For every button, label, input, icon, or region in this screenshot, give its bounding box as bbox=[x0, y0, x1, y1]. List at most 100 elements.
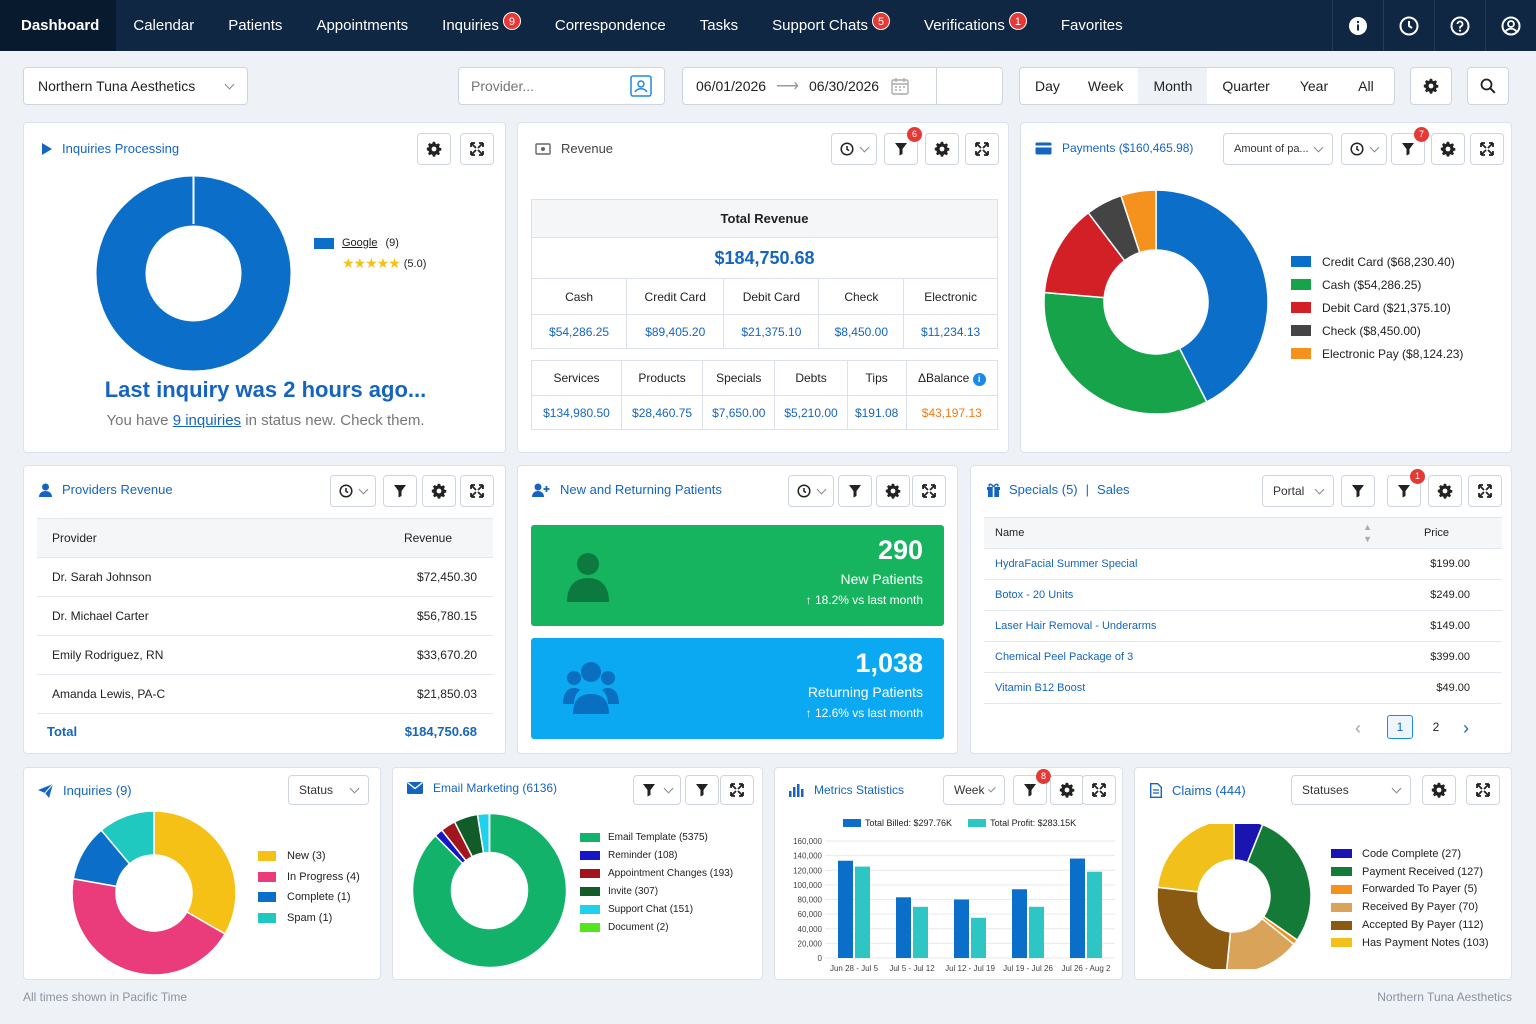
help-button[interactable] bbox=[1434, 0, 1485, 51]
provider-input[interactable] bbox=[471, 78, 621, 94]
bar-1-4[interactable] bbox=[1087, 871, 1102, 958]
specials-expand-button[interactable] bbox=[1468, 475, 1502, 507]
account-button[interactable] bbox=[1485, 0, 1536, 51]
legend-item[interactable]: Has Payment Notes (103) bbox=[1331, 934, 1489, 952]
email-filter-button[interactable] bbox=[685, 775, 719, 805]
special-name-link[interactable]: Laser Hair Removal - Underarms bbox=[984, 610, 1332, 642]
donut-slice-5[interactable] bbox=[1156, 824, 1235, 893]
bar-1-2[interactable] bbox=[971, 917, 986, 958]
legend-item[interactable]: Support Chat (151) bbox=[580, 900, 733, 918]
new-patients-tile[interactable]: 290 New Patients ↑ 18.2% vs last month bbox=[531, 525, 944, 626]
legend-item[interactable]: Received By Payer (70) bbox=[1331, 898, 1489, 916]
pagination-page-1[interactable]: 1 bbox=[1387, 715, 1413, 739]
method-value[interactable]: $8,450.00 bbox=[818, 314, 905, 349]
nav-item-inquiries[interactable]: Inquiries 9 bbox=[425, 0, 538, 51]
method-value[interactable]: $54,286.25 bbox=[530, 314, 628, 349]
providers-filter-button[interactable] bbox=[383, 475, 417, 507]
special-name-link[interactable]: Botox - 20 Units bbox=[984, 579, 1332, 611]
category-value[interactable]: $134,980.50 bbox=[531, 395, 622, 430]
table-row[interactable]: Dr. Michael Carter $56,780.15 bbox=[37, 596, 493, 636]
bar-0-4[interactable] bbox=[1070, 858, 1085, 958]
donut-slice-1[interactable] bbox=[71, 877, 227, 975]
claims-expand-button[interactable] bbox=[1466, 775, 1500, 805]
donut-slice-1[interactable] bbox=[1246, 824, 1312, 942]
nav-item-support-chats[interactable]: Support Chats 5 bbox=[755, 0, 907, 51]
specials-filter-button[interactable] bbox=[1341, 475, 1375, 507]
inquiries-processing-expand-button[interactable] bbox=[460, 133, 494, 165]
donut-slice-4[interactable] bbox=[1156, 886, 1232, 969]
sales-link[interactable]: Sales bbox=[1097, 482, 1130, 497]
payments-expand-button[interactable] bbox=[1470, 133, 1504, 165]
table-row[interactable]: Chemical Peel Package of 3 $399.00 bbox=[984, 641, 1502, 673]
payments-filter-button[interactable]: 7 bbox=[1391, 127, 1429, 165]
category-value[interactable]: $28,460.75 bbox=[620, 395, 704, 430]
table-row[interactable]: Emily Rodriguez, RN $33,670.20 bbox=[37, 635, 493, 675]
metrics-expand-button[interactable] bbox=[1082, 775, 1116, 805]
revenue-filter-button[interactable]: 6 bbox=[884, 127, 922, 165]
claims-settings-button[interactable] bbox=[1422, 775, 1456, 805]
claims-status-dropdown[interactable]: Statuses bbox=[1291, 775, 1411, 805]
nav-item-patients[interactable]: Patients bbox=[228, 17, 283, 34]
bar-1-1[interactable] bbox=[913, 906, 928, 958]
period-all[interactable]: All bbox=[1358, 78, 1374, 94]
legend-item[interactable]: Electronic Pay ($8,124.23) bbox=[1291, 342, 1463, 365]
legend-item[interactable]: Code Complete (27) bbox=[1331, 845, 1489, 863]
period-week[interactable]: Week bbox=[1087, 78, 1124, 94]
donut-slice-0[interactable] bbox=[1155, 189, 1268, 403]
nav-item-dashboard[interactable]: Dashboard bbox=[0, 0, 117, 51]
period-day[interactable]: Day bbox=[1035, 78, 1060, 94]
special-name-link[interactable]: HydraFacial Summer Special bbox=[984, 548, 1332, 580]
sort-icon[interactable]: ▲ ▼ bbox=[1332, 517, 1392, 549]
inquiries-processing-settings-button[interactable] bbox=[417, 133, 451, 165]
legend-item[interactable]: Email Template (5375) bbox=[580, 828, 733, 846]
history-button[interactable] bbox=[1383, 0, 1434, 51]
legend-item[interactable]: Debit Card ($21,375.10) bbox=[1291, 296, 1463, 319]
period-month[interactable]: Month bbox=[1138, 68, 1208, 104]
bar-0-2[interactable] bbox=[954, 899, 969, 959]
revenue-expand-button[interactable] bbox=[965, 133, 999, 165]
payments-settings-button[interactable] bbox=[1431, 133, 1465, 165]
specials-source-dropdown[interactable]: Portal bbox=[1262, 475, 1334, 507]
donut-slice-1[interactable] bbox=[1043, 291, 1208, 415]
legend-item[interactable]: In Progress (4) bbox=[258, 867, 360, 888]
bar-1-0[interactable] bbox=[855, 866, 870, 958]
legend-item[interactable]: Total Profit: $283.15K bbox=[968, 818, 1076, 828]
inquiries-status-dropdown[interactable]: Status bbox=[288, 775, 369, 805]
nav-item-favorites[interactable]: Favorites bbox=[1060, 17, 1123, 34]
info-button[interactable] bbox=[1332, 0, 1383, 51]
provider-field[interactable] bbox=[458, 67, 665, 105]
metrics-settings-button[interactable] bbox=[1050, 775, 1084, 805]
legend-item[interactable]: Credit Card ($68,230.40) bbox=[1291, 250, 1463, 273]
patients-settings-button[interactable] bbox=[876, 475, 910, 507]
legend-item[interactable]: Total Billed: $297.76K bbox=[843, 818, 952, 828]
date-to[interactable]: 06/30/2026 bbox=[809, 78, 880, 94]
specials-filter2-button[interactable]: 1 bbox=[1387, 469, 1425, 507]
search-button[interactable] bbox=[1467, 67, 1509, 105]
table-row[interactable]: Dr. Sarah Johnson $72,450.30 bbox=[37, 557, 493, 597]
legend-item[interactable]: Cash ($54,286.25) bbox=[1291, 273, 1463, 296]
legend-item[interactable]: Check ($8,450.00) bbox=[1291, 319, 1463, 342]
legend-item[interactable]: Document (2) bbox=[580, 918, 733, 936]
providers-settings-button[interactable] bbox=[422, 475, 456, 507]
legend-item[interactable]: Complete (1) bbox=[258, 887, 360, 908]
bar-0-1[interactable] bbox=[896, 897, 911, 958]
table-row[interactable]: HydraFacial Summer Special $199.00 bbox=[984, 548, 1502, 580]
dashboard-settings-button[interactable] bbox=[1410, 67, 1452, 105]
method-value[interactable]: $11,234.13 bbox=[903, 314, 998, 349]
special-name-link[interactable]: Chemical Peel Package of 3 bbox=[984, 641, 1332, 673]
metrics-filter-button[interactable]: 8 bbox=[1013, 769, 1051, 805]
provider-contact-icon[interactable] bbox=[630, 75, 652, 97]
pagination-next-icon[interactable]: › bbox=[1463, 718, 1469, 738]
method-value[interactable]: $89,405.20 bbox=[626, 314, 725, 349]
clinic-select[interactable]: Northern Tuna Aesthetics bbox=[23, 67, 248, 105]
donut-slice-3[interactable] bbox=[100, 810, 155, 865]
nav-item-correspondence[interactable]: Correspondence bbox=[554, 17, 666, 34]
category-value[interactable]: $5,210.00 bbox=[774, 395, 848, 430]
email-filter-dropdown[interactable] bbox=[633, 775, 681, 805]
payments-metric-dropdown[interactable]: Amount of pa... bbox=[1223, 133, 1333, 165]
legend-item[interactable]: Payment Received (127) bbox=[1331, 863, 1489, 881]
revenue-time-dropdown[interactable] bbox=[831, 133, 877, 165]
donut-slice-0[interactable] bbox=[153, 810, 237, 936]
nav-item-tasks[interactable]: Tasks bbox=[699, 17, 739, 34]
patients-filter-button[interactable] bbox=[838, 475, 872, 507]
